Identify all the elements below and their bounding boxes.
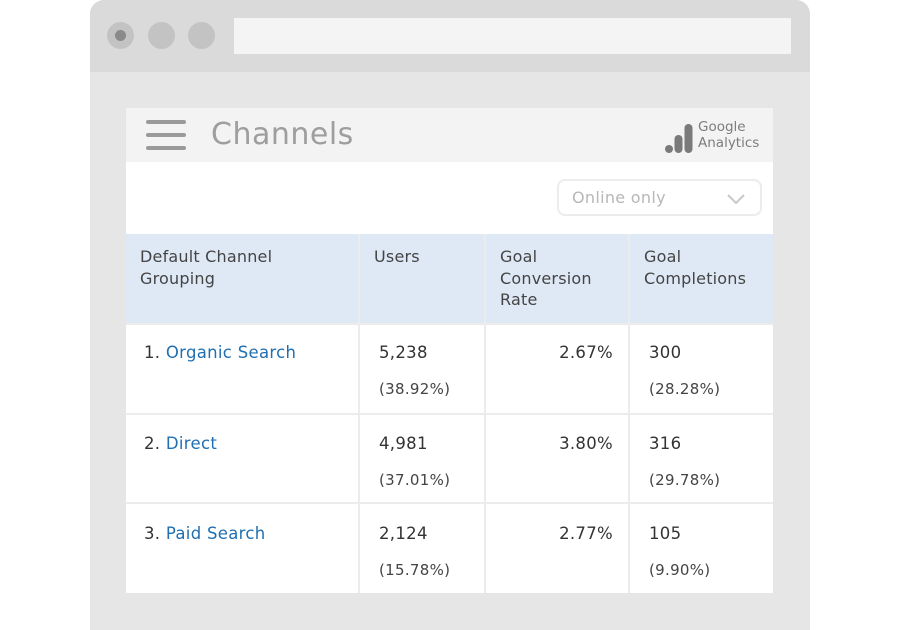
conversion-rate-value: 2.77% (559, 524, 613, 543)
hamburger-menu-icon[interactable] (146, 120, 186, 150)
row-rank: 1. (144, 343, 161, 362)
row-divider (126, 413, 773, 415)
channel-link-direct[interactable]: Direct (165, 434, 218, 453)
users-value: 4,981 (379, 434, 428, 453)
completions-percent: (9.90%) (649, 561, 711, 579)
google-analytics-logo-icon (665, 124, 693, 153)
page-title: Channels (211, 117, 354, 152)
channels-card: Channels Google Analytics Online only De… (126, 108, 773, 593)
conversion-rate-value: 3.80% (559, 434, 613, 453)
channel-link-paid-search[interactable]: Paid Search (165, 524, 266, 543)
channel-cell: 1. Organic Search (144, 343, 296, 362)
brand-name-line2: Analytics (698, 134, 760, 151)
filter-dropdown[interactable]: Online only (557, 179, 762, 216)
users-percent: (38.92%) (379, 380, 451, 398)
browser-titlebar (90, 0, 810, 72)
card-header: Channels Google Analytics (126, 108, 773, 162)
window-minimize-button[interactable] (148, 22, 175, 49)
chevron-down-icon (727, 194, 745, 205)
channel-link-organic-search[interactable]: Organic Search (165, 343, 297, 362)
google-analytics-logo: Google Analytics (664, 119, 764, 154)
window-close-button[interactable] (107, 22, 134, 49)
users-percent: (15.78%) (379, 561, 451, 579)
users-value: 5,238 (379, 343, 428, 362)
completions-percent: (28.28%) (649, 380, 721, 398)
column-header-users[interactable]: Users (360, 234, 484, 323)
users-value: 2,124 (379, 524, 428, 543)
channel-cell: 2. Direct (144, 434, 217, 453)
completions-value: 105 (649, 524, 682, 543)
row-divider (126, 323, 773, 325)
row-rank: 2. (144, 434, 161, 453)
completions-value: 316 (649, 434, 682, 453)
row-divider (126, 502, 773, 504)
channels-table: Default Channel Grouping Users Goal Conv… (126, 234, 773, 593)
window-maximize-button[interactable] (188, 22, 215, 49)
column-header-channel[interactable]: Default Channel Grouping (126, 234, 358, 323)
column-header-completions[interactable]: Goal Completions (630, 234, 773, 323)
channel-cell: 3. Paid Search (144, 524, 266, 543)
column-header-conversion-rate[interactable]: Goal Conversion Rate (486, 234, 628, 323)
row-rank: 3. (144, 524, 161, 543)
completions-percent: (29.78%) (649, 471, 721, 489)
address-bar[interactable] (234, 18, 791, 54)
users-percent: (37.01%) (379, 471, 451, 489)
conversion-rate-value: 2.67% (559, 343, 613, 362)
brand-name-line1: Google (698, 119, 746, 135)
filter-dropdown-label: Online only (572, 188, 666, 207)
completions-value: 300 (649, 343, 682, 362)
